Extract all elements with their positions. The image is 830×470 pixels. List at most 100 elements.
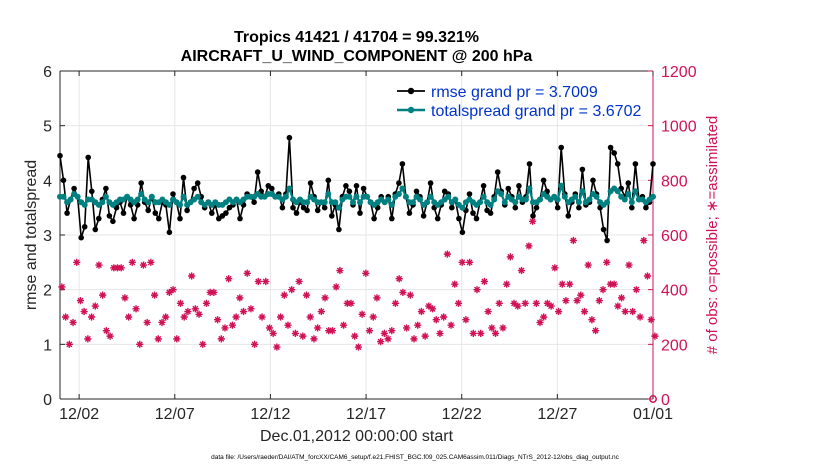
rmse-point bbox=[421, 213, 427, 219]
obs-count-point bbox=[399, 289, 406, 296]
rmse-point bbox=[555, 205, 561, 211]
obs-count-point bbox=[640, 237, 647, 244]
rmse-point bbox=[566, 213, 572, 219]
rmse-point bbox=[251, 199, 257, 205]
rmse-point bbox=[506, 186, 512, 192]
obs-count-point bbox=[147, 259, 154, 266]
y-right-tick-label: 200 bbox=[661, 337, 688, 354]
obs-count-point bbox=[229, 322, 236, 329]
totalspread-point bbox=[650, 194, 656, 200]
rmse-point bbox=[156, 216, 162, 222]
obs-count-point bbox=[266, 324, 273, 331]
obs-count-point bbox=[106, 333, 113, 340]
totalspread-point bbox=[149, 194, 155, 200]
rmse-point bbox=[153, 210, 159, 216]
totalspread-point bbox=[579, 188, 585, 194]
totalspread-point bbox=[350, 199, 356, 205]
totalspread-point bbox=[527, 186, 533, 192]
rmse-point bbox=[590, 178, 596, 184]
totalspread-point bbox=[403, 194, 409, 200]
rmse-point bbox=[530, 213, 536, 219]
rmse-point bbox=[93, 227, 99, 233]
x-tick-label: 12/07 bbox=[155, 406, 195, 423]
obs-count-point bbox=[407, 292, 414, 299]
totalspread-point bbox=[452, 197, 458, 203]
obs-count-point bbox=[170, 286, 177, 293]
obs-count-point bbox=[210, 289, 217, 296]
rmse-point bbox=[516, 183, 522, 189]
y-right-tick-label: 1000 bbox=[661, 119, 697, 136]
x-tick-label: 12/17 bbox=[346, 406, 386, 423]
totalspread-point bbox=[629, 199, 635, 205]
obs-count-point bbox=[633, 286, 640, 293]
obs-count-point bbox=[384, 335, 391, 342]
legend-swatch-marker bbox=[408, 88, 414, 94]
totalspread-point bbox=[304, 199, 310, 205]
obs-count-point bbox=[155, 335, 162, 342]
obs-count-point bbox=[403, 324, 410, 331]
rmse-point bbox=[650, 161, 656, 167]
obs-count-point bbox=[477, 330, 484, 337]
y-left-tick-label: 1 bbox=[43, 337, 52, 354]
rmse-point bbox=[460, 230, 466, 236]
rmse-point bbox=[177, 216, 183, 222]
obs-count-point bbox=[118, 264, 125, 271]
rmse-point bbox=[527, 161, 533, 167]
rmse-point bbox=[601, 227, 607, 233]
rmse-point bbox=[534, 205, 540, 211]
x-axis-label: Dec.01,2012 00:00:00 start bbox=[260, 428, 454, 445]
totalspread-point bbox=[604, 199, 610, 205]
rmse-point bbox=[78, 235, 84, 241]
obs-count-point bbox=[73, 259, 80, 266]
rmse-point bbox=[541, 178, 547, 184]
rmse-point bbox=[400, 161, 406, 167]
totalspread-point bbox=[459, 205, 465, 211]
rmse-point bbox=[290, 205, 296, 211]
totalspread-point bbox=[502, 199, 508, 205]
rmse-point bbox=[322, 205, 328, 211]
rmse-point bbox=[361, 186, 367, 192]
rmse-point bbox=[57, 153, 63, 159]
totalspread-point bbox=[523, 197, 529, 203]
y-left-tick-label: 2 bbox=[43, 283, 52, 300]
data-file-footnote: data file: /Users/raeder/DAI/ATM_forcXX/… bbox=[211, 454, 620, 461]
obs-count-point bbox=[573, 297, 580, 304]
totalspread-point bbox=[68, 197, 74, 203]
obs-count-point bbox=[103, 327, 110, 334]
rmse-point bbox=[615, 161, 621, 167]
obs-count-point bbox=[347, 300, 354, 307]
totalspread-point bbox=[622, 197, 628, 203]
rmse-point bbox=[269, 186, 275, 192]
totalspread-point bbox=[428, 194, 434, 200]
obs-count-point bbox=[422, 333, 429, 340]
rmse-point bbox=[414, 189, 420, 195]
obs-count-point bbox=[321, 294, 328, 301]
obs-count-point bbox=[492, 330, 499, 337]
rmse-point bbox=[456, 216, 462, 222]
obs-count-point bbox=[614, 302, 621, 309]
obs-count-point bbox=[77, 297, 84, 304]
obs-count-point bbox=[496, 300, 503, 307]
rmse-point bbox=[488, 210, 494, 216]
rmse-point bbox=[131, 216, 137, 222]
y-right-tick-label: 1200 bbox=[661, 64, 697, 81]
rmse-point bbox=[191, 186, 197, 192]
legend-entry-label: rmse grand pr = 3.7009 bbox=[431, 84, 598, 101]
obs-count-point bbox=[329, 327, 336, 334]
rmse-point bbox=[304, 208, 310, 214]
obs-count-point bbox=[592, 327, 599, 334]
totalspread-point bbox=[283, 194, 289, 200]
x-tick-label: 12/02 bbox=[59, 406, 99, 423]
obs-count-point bbox=[129, 259, 136, 266]
rmse-point bbox=[580, 167, 586, 173]
obs-count-point bbox=[333, 283, 340, 290]
obs-count-point bbox=[136, 341, 143, 348]
obs-count-point bbox=[488, 324, 495, 331]
obs-count-point bbox=[599, 286, 606, 293]
obs-count-point bbox=[596, 297, 603, 304]
y-left-tick-label: 6 bbox=[43, 64, 52, 81]
rmse-point bbox=[89, 189, 95, 195]
obs-count-point bbox=[314, 324, 321, 331]
totalspread-point bbox=[625, 191, 631, 197]
obs-count-point bbox=[533, 300, 540, 307]
